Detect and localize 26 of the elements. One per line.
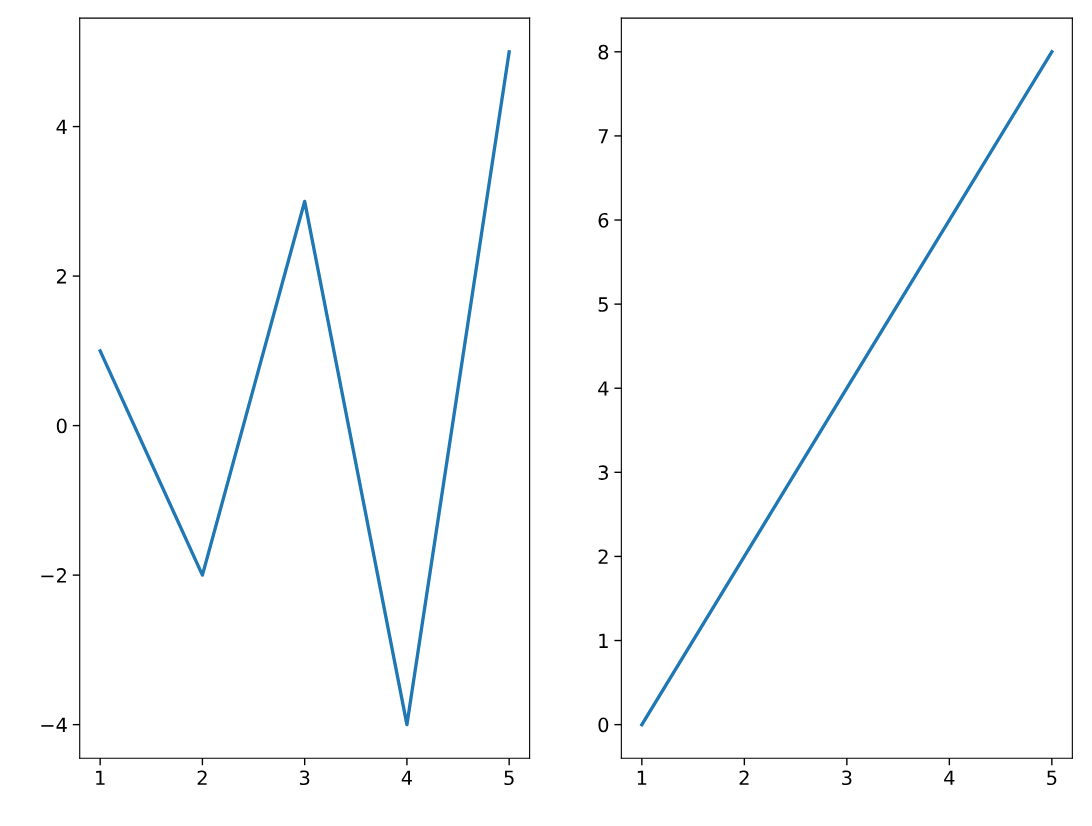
y-tick-label: 3 — [598, 465, 608, 480]
x-tick-label: 1 — [637, 770, 647, 785]
y-tick-label: 7 — [598, 129, 608, 144]
y-tick-label: 2 — [56, 269, 66, 284]
x-tick-label: 5 — [1047, 770, 1057, 786]
y-tick-label: 6 — [598, 212, 609, 228]
y-tick-label: 8 — [598, 44, 609, 60]
y-tick-label: 2 — [598, 549, 608, 564]
y-tick-label: 5 — [598, 297, 608, 312]
y-tick-label: 1 — [599, 633, 608, 648]
y-tick-label: 4 — [56, 119, 67, 134]
x-tick-label: 2 — [197, 770, 207, 785]
y-tick-label: −4 — [41, 717, 67, 733]
x-tick-label: 3 — [299, 770, 310, 786]
y-tick-label: 0 — [56, 418, 67, 434]
y-tick-label: −2 — [41, 568, 66, 583]
y-tick-label: 4 — [598, 381, 609, 396]
line-series — [640, 50, 1054, 727]
x-tick-label: 4 — [401, 770, 413, 785]
x-tick-label: 4 — [944, 770, 955, 785]
y-tick-label: 0 — [598, 717, 609, 733]
x-tick-label: 1 — [96, 770, 105, 785]
x-tick-label: 3 — [842, 770, 852, 786]
line-series — [98, 50, 511, 727]
x-tick-label: 5 — [504, 770, 514, 786]
x-tick-label: 2 — [739, 770, 749, 785]
